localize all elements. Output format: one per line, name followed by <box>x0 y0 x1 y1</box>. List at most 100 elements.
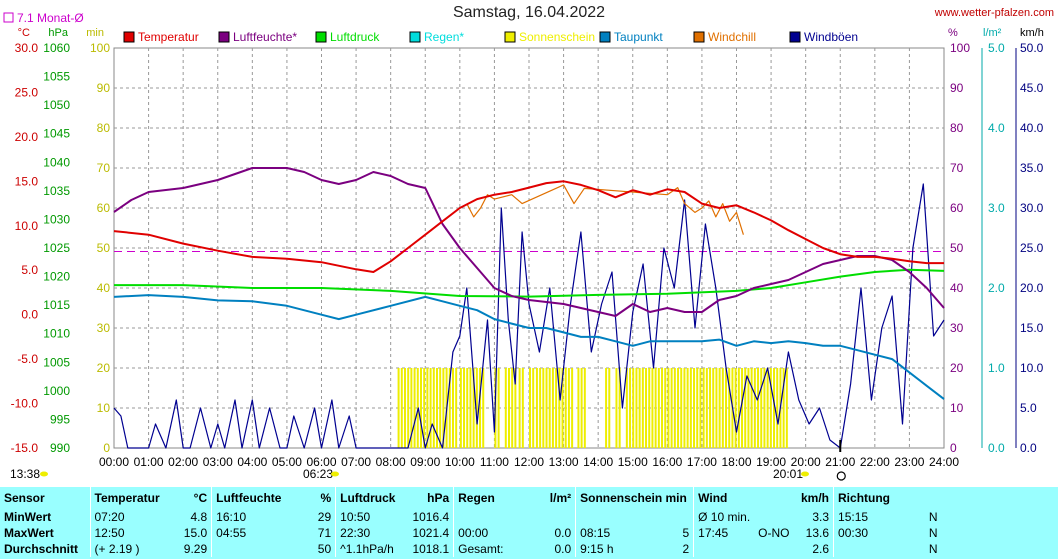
richtung-avg-time <box>833 541 894 557</box>
temp-min-time: 07:20 <box>89 509 164 525</box>
richtung-min-value: N <box>928 510 938 524</box>
sunshine-bar <box>632 368 635 448</box>
axis-tick-pressure: 1050 <box>43 98 70 112</box>
richtung-max-time: 00:30 <box>833 525 894 541</box>
sunshine-bar <box>667 368 670 448</box>
sunshine-bar <box>555 368 558 448</box>
axis-tick-sun_min: 20 <box>97 361 111 375</box>
sunshine-bar <box>696 368 699 448</box>
axis-tick-sun_min: 70 <box>97 161 111 175</box>
axis-unit-temp: °C <box>18 27 30 39</box>
sonne-avg-time: 9:15 h <box>575 541 652 557</box>
sunshine-bar <box>472 368 475 448</box>
axis-unit-humidity: % <box>948 27 958 39</box>
sunshine-bar <box>545 368 548 448</box>
temp-min-value: 4.8 <box>190 510 208 524</box>
axis-tick-rain: 1.0 <box>988 361 1005 375</box>
sunshine-bar <box>439 368 442 448</box>
sunshine-bar <box>482 368 485 448</box>
sunshine-bar <box>635 368 638 448</box>
axis-tick-rain: 0.0 <box>988 441 1005 455</box>
axis-tick-pressure: 990 <box>50 441 70 455</box>
moon-icon <box>836 471 846 481</box>
sunshine-bar <box>521 368 524 448</box>
legend-label: Windchill <box>708 30 756 44</box>
legend-swatch <box>315 31 327 43</box>
sunshine-bar <box>435 368 438 448</box>
sunshine-bar <box>504 368 507 448</box>
sunshine-bar <box>518 368 521 448</box>
x-tick-label: 08:00 <box>376 455 406 469</box>
axis-tick-wind: 20.0 <box>1020 281 1044 295</box>
axis-tick-rain: 3.0 <box>988 201 1005 215</box>
sunshine-bar <box>535 368 538 448</box>
sunshine-bar <box>757 368 760 448</box>
sunshine-bar <box>661 368 664 448</box>
sunshine-bar <box>400 368 403 448</box>
sunshine-bar <box>618 368 621 448</box>
axis-tick-wind: 5.0 <box>1020 401 1037 415</box>
site-link[interactable]: www.wetter-pfalzen.com <box>934 7 1054 19</box>
sunshine-bar <box>657 368 660 448</box>
sunshine-bar <box>760 368 763 448</box>
axis-tick-wind: 45.0 <box>1020 81 1044 95</box>
sunshine-bar <box>776 368 779 448</box>
axis-tick-sun_min: 0 <box>103 441 110 455</box>
sunshine-bar <box>469 368 472 448</box>
richtung-min-time: 15:15 <box>833 509 894 525</box>
x-tick-label: 14:00 <box>583 455 613 469</box>
sunshine-bar <box>725 368 728 448</box>
x-tick-label: 18:00 <box>721 455 751 469</box>
sunshine-bar <box>651 368 654 448</box>
sunshine-bar <box>548 368 551 448</box>
axis-tick-humidity: 60 <box>950 201 964 215</box>
temp-max-value: 15.0 <box>183 526 208 540</box>
header-richtung: Richtung <box>833 487 942 509</box>
axis-unit-sun: min <box>86 27 104 39</box>
axis-tick-humidity: 10 <box>950 401 964 415</box>
sunshine-bar <box>769 368 772 448</box>
sunshine-bar <box>641 368 644 448</box>
legend-swatch <box>789 31 801 43</box>
x-tick-label: 11:00 <box>480 455 509 469</box>
axis-tick-pressure: 1020 <box>43 270 70 284</box>
monthly-avg-label: 7.1 Monat-Ø <box>17 11 84 25</box>
chart-title: Samstag, 16.04.2022 <box>452 4 606 21</box>
sonne-max-value: 5 <box>682 526 690 540</box>
axis-tick-sun_min: 30 <box>97 321 111 335</box>
sunshine-bar <box>583 368 586 448</box>
legend-swatch <box>409 31 421 43</box>
ld-max-time: 22:30 <box>335 525 406 541</box>
ld-min-time: 10:50 <box>335 509 406 525</box>
sunshine-bar <box>702 368 705 448</box>
legend-swatch <box>693 31 705 43</box>
sunshine-bar <box>463 368 466 448</box>
axis-tick-temp: -15.0 <box>11 441 39 455</box>
ld-avg-value: 1018.1 <box>412 542 450 556</box>
sunshine-bar <box>785 368 788 448</box>
x-tick-label: 10:00 <box>445 455 475 469</box>
wind-min-dir <box>754 509 793 525</box>
legend-swatch <box>218 31 230 43</box>
x-tick-label: 09:00 <box>410 455 440 469</box>
sonne-min-time <box>575 509 652 525</box>
sunshine-bar <box>686 368 689 448</box>
x-tick-label: 16:00 <box>652 455 682 469</box>
sunshine-bar <box>410 368 413 448</box>
axis-tick-humidity: 20 <box>950 361 964 375</box>
legend-swatch <box>599 31 611 43</box>
sunshine-bar <box>699 368 702 448</box>
header-temperatur: Temperatur <box>89 487 164 509</box>
header-regen: Regen <box>453 487 536 509</box>
sunshine-bar <box>429 368 432 448</box>
sunshine-bar <box>712 368 715 448</box>
axis-tick-sun_min: 50 <box>97 241 111 255</box>
axis-tick-sun_min: 80 <box>97 121 111 135</box>
header-lf-unit: % <box>320 491 332 505</box>
sonne-min-value <box>652 509 694 525</box>
header-sensor: Sensor <box>4 491 45 505</box>
x-tick-label: 22:00 <box>860 455 890 469</box>
sunshine-bar <box>629 368 632 448</box>
richtung-avg-value: N <box>928 542 938 556</box>
legend-label: Taupunkt <box>614 30 663 44</box>
